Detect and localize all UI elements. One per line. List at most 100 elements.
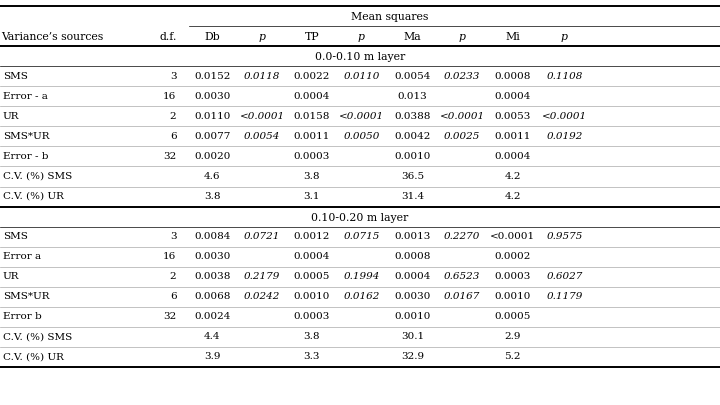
Text: 0.0110: 0.0110 [194,112,230,121]
Text: 0.0158: 0.0158 [294,112,330,121]
Text: 0.0053: 0.0053 [495,112,531,121]
Text: 0.013: 0.013 [397,92,428,101]
Text: 0.6523: 0.6523 [444,272,480,281]
Text: 0.0050: 0.0050 [343,132,379,141]
Text: 0.0030: 0.0030 [194,92,230,101]
Text: 0.0192: 0.0192 [546,132,582,141]
Text: 0.0004: 0.0004 [294,92,330,101]
Text: p: p [258,32,266,42]
Text: p: p [459,32,466,42]
Text: 0.0388: 0.0388 [395,112,431,121]
Text: 6: 6 [170,132,176,141]
Text: 0.1108: 0.1108 [546,72,582,81]
Text: 0.0715: 0.0715 [343,232,379,241]
Text: 0.0721: 0.0721 [244,232,280,241]
Text: 0.2179: 0.2179 [244,272,280,281]
Text: 3.8: 3.8 [304,172,320,181]
Text: 4.2: 4.2 [505,192,521,201]
Text: Error a: Error a [3,252,41,261]
Text: 0.0042: 0.0042 [395,132,431,141]
Text: 0.0152: 0.0152 [194,72,230,81]
Text: 0.0167: 0.0167 [444,292,480,301]
Text: 3: 3 [170,232,176,241]
Text: 0.0003: 0.0003 [294,152,330,161]
Text: 0.0005: 0.0005 [495,312,531,321]
Text: 3.3: 3.3 [304,352,320,361]
Text: 32.9: 32.9 [401,352,424,361]
Text: 0.1179: 0.1179 [546,292,582,301]
Text: 4.6: 4.6 [204,172,220,181]
Text: C.V. (%) SMS: C.V. (%) SMS [3,172,72,181]
Text: 0.0068: 0.0068 [194,292,230,301]
Text: SMS*UR: SMS*UR [3,292,50,301]
Text: 2: 2 [170,272,176,281]
Text: 0.0012: 0.0012 [294,232,330,241]
Text: 0.0003: 0.0003 [495,272,531,281]
Text: 0.0008: 0.0008 [395,252,431,261]
Text: 0.0020: 0.0020 [194,152,230,161]
Text: 0.0004: 0.0004 [395,272,431,281]
Text: 16: 16 [163,252,176,261]
Text: 0.0022: 0.0022 [294,72,330,81]
Text: 0.9575: 0.9575 [546,232,582,241]
Text: 30.1: 30.1 [401,333,424,341]
Text: 0.0002: 0.0002 [495,252,531,261]
Text: 4.4: 4.4 [204,333,220,341]
Text: 2: 2 [170,112,176,121]
Text: 3.8: 3.8 [204,192,220,201]
Text: Error - a: Error - a [3,92,48,101]
Text: SMS: SMS [3,232,28,241]
Text: 32: 32 [163,152,176,161]
Text: 6: 6 [170,292,176,301]
Text: 3.8: 3.8 [304,333,320,341]
Text: 2.9: 2.9 [505,333,521,341]
Text: 0.0118: 0.0118 [244,72,280,81]
Text: UR: UR [3,112,19,121]
Text: 5.2: 5.2 [505,352,521,361]
Text: 0.0010: 0.0010 [495,292,531,301]
Text: <0.0001: <0.0001 [440,112,485,121]
Text: Ma: Ma [404,32,421,42]
Text: 0.0004: 0.0004 [294,252,330,261]
Text: d.f.: d.f. [159,32,176,42]
Text: 0.0084: 0.0084 [194,232,230,241]
Text: <0.0001: <0.0001 [339,112,384,121]
Text: 0.0054: 0.0054 [395,72,431,81]
Text: C.V. (%) SMS: C.V. (%) SMS [3,333,72,341]
Text: 0.0011: 0.0011 [294,132,330,141]
Text: SMS*UR: SMS*UR [3,132,50,141]
Text: p: p [358,32,365,42]
Text: C.V. (%) UR: C.V. (%) UR [3,192,64,201]
Text: 3: 3 [170,72,176,81]
Text: 0.0003: 0.0003 [294,312,330,321]
Text: 0.0110: 0.0110 [343,72,379,81]
Text: 0.0004: 0.0004 [495,152,531,161]
Text: 0.0008: 0.0008 [495,72,531,81]
Text: p: p [561,32,568,42]
Text: 0.0030: 0.0030 [194,252,230,261]
Text: 0.1994: 0.1994 [343,272,379,281]
Text: 0.0010: 0.0010 [294,292,330,301]
Text: 0.0077: 0.0077 [194,132,230,141]
Text: 4.2: 4.2 [505,172,521,181]
Text: 32: 32 [163,312,176,321]
Text: 0.0010: 0.0010 [395,152,431,161]
Text: Mean squares: Mean squares [351,12,428,22]
Text: 0.0011: 0.0011 [495,132,531,141]
Text: 0.6027: 0.6027 [546,272,582,281]
Text: 0.0013: 0.0013 [395,232,431,241]
Text: 0.0233: 0.0233 [444,72,480,81]
Text: 36.5: 36.5 [401,172,424,181]
Text: Error - b: Error - b [3,152,48,161]
Text: <0.0001: <0.0001 [240,112,284,121]
Text: 0.2270: 0.2270 [444,232,480,241]
Text: TP: TP [305,32,319,42]
Text: SMS: SMS [3,72,28,81]
Text: 0.10-0.20 m layer: 0.10-0.20 m layer [311,213,409,223]
Text: 0.0005: 0.0005 [294,272,330,281]
Text: 0.0004: 0.0004 [495,92,531,101]
Text: 3.1: 3.1 [304,192,320,201]
Text: 3.9: 3.9 [204,352,220,361]
Text: UR: UR [3,272,19,281]
Text: Mi: Mi [505,32,520,42]
